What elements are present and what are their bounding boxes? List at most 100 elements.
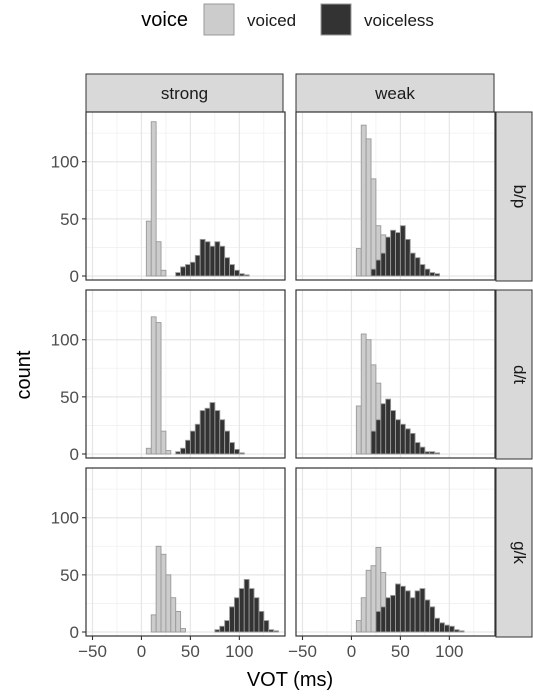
bar-bp-weak-voiceless-20 — [404, 238, 411, 277]
bar-bp-weak-voiceless-23 — [419, 264, 426, 277]
bar-bp-strong-voiced-10 — [145, 220, 152, 277]
bar-gk-weak-voiced-13 — [370, 565, 377, 633]
bar-gk-strong-voiceless-29 — [238, 588, 245, 633]
bar-bp-weak-voiced-13 — [370, 178, 377, 277]
bar-gk-weak-voiceless-22 — [414, 590, 421, 633]
bar-dt-strong-voiceless-22 — [204, 407, 211, 455]
strip-background-strong — [85, 73, 284, 113]
x-tick-label: 100 — [225, 642, 253, 661]
x-tick-label: 0 — [137, 642, 146, 661]
bar-dt-strong-voiceless-19 — [189, 430, 196, 455]
bar-dt-strong-voiceless-27 — [229, 442, 235, 455]
bar-bp-strong-voiceless-18 — [185, 264, 191, 277]
y-axis-label: count — [13, 350, 35, 399]
bar-dt-weak-voiceless-15 — [380, 403, 387, 455]
y-tick-label: 0 — [70, 445, 79, 464]
y-tick-label: 100 — [51, 509, 79, 528]
bar-bp-weak-voiceless-22 — [414, 257, 421, 277]
bar-dt-weak-voiceless-19 — [399, 423, 406, 455]
bar-gk-strong-voiceless-26 — [224, 620, 231, 633]
bar-gk-weak-voiceless-19 — [399, 585, 406, 633]
bar-gk-weak-voiceless-31 — [458, 630, 465, 633]
panel-border — [295, 111, 496, 281]
bar-gk-strong-voiceless-27 — [229, 606, 235, 633]
strip-background-bp — [495, 111, 533, 282]
bar-gk-weak-voiceless-23 — [419, 588, 426, 633]
bar-bp-strong-voiceless-17 — [180, 266, 186, 277]
bar-bp-weak-voiced-10 — [355, 248, 362, 277]
bar-bp-weak-voiced-12 — [365, 138, 372, 277]
panel-border — [85, 467, 286, 637]
panel-bp-weak — [295, 111, 496, 281]
bar-dt-strong-voiceless-16 — [175, 451, 182, 455]
panel-border — [85, 111, 286, 281]
bar-gk-weak-voiceless-24 — [424, 599, 431, 633]
x-tick-label: 100 — [435, 642, 463, 661]
strip-background-dt — [495, 289, 533, 460]
bar-dt-weak-voiceless-23 — [419, 446, 426, 455]
panel-bp-strong — [85, 111, 286, 281]
panel-dt-weak — [295, 289, 496, 459]
y-tick-label: 50 — [60, 566, 79, 585]
panel-gk-weak — [295, 467, 496, 637]
legend-label-voiced: voiced — [247, 11, 296, 30]
bar-gk-strong-voiceless-34 — [263, 620, 270, 633]
bar-dt-weak-voiceless-14 — [375, 419, 382, 455]
bar-gk-strong-voiceless-24 — [214, 629, 221, 633]
bar-dt-weak-voiceless-22 — [414, 442, 421, 455]
bar-gk-weak-voiced-10 — [355, 620, 362, 633]
bar-gk-weak-voiceless-15 — [380, 606, 387, 633]
bar-dt-weak-voiceless-13 — [370, 430, 377, 455]
bar-dt-weak-voiceless-26 — [434, 452, 441, 455]
bar-dt-weak-voiceless-25 — [429, 451, 436, 455]
bar-bp-strong-voiceless-28 — [233, 269, 240, 277]
bar-dt-weak-voiceless-20 — [404, 428, 411, 455]
bar-gk-strong-voiced-14 — [165, 574, 172, 633]
x-tick-label: 50 — [181, 642, 200, 661]
y-tick-label: 50 — [60, 210, 79, 229]
bar-gk-strong-voiced-17 — [180, 628, 186, 633]
bar-gk-weak-voiceless-28 — [443, 624, 450, 633]
bar-dt-strong-voiceless-18 — [185, 439, 191, 455]
y-tick-label: 0 — [70, 623, 79, 642]
bar-gk-strong-voiceless-25 — [219, 625, 226, 633]
strip-label-dt: d/t — [510, 365, 529, 384]
bar-dt-weak-voiceless-18 — [395, 419, 401, 455]
bar-dt-strong-voiced-14 — [165, 450, 172, 455]
bar-bp-strong-voiceless-29 — [238, 273, 245, 277]
strip-background-weak — [295, 73, 495, 113]
bar-bp-weak-voiceless-13 — [370, 268, 377, 277]
panel-border — [295, 289, 496, 459]
strip-label-weak: weak — [374, 84, 415, 103]
bar-bp-strong-voiceless-27 — [229, 264, 235, 277]
bar-bp-strong-voiceless-30 — [243, 274, 250, 277]
bar-dt-strong-voiced-13 — [160, 430, 167, 455]
bar-gk-weak-voiced-11 — [360, 597, 367, 633]
bar-gk-strong-voiced-16 — [175, 610, 182, 633]
bar-bp-weak-voiceless-21 — [409, 252, 416, 277]
bar-bp-weak-voiceless-15 — [380, 252, 387, 277]
panel-border — [295, 467, 496, 637]
bar-bp-strong-voiceless-20 — [194, 254, 201, 277]
bar-bp-weak-voiceless-16 — [385, 236, 392, 277]
panel-background — [86, 112, 285, 280]
bar-gk-strong-voiceless-35 — [268, 629, 275, 633]
strip-label-strong: strong — [161, 84, 208, 103]
bar-dt-weak-voiced-12 — [365, 339, 372, 455]
bar-dt-weak-voiceless-21 — [409, 432, 416, 455]
x-tick-label: 50 — [391, 642, 410, 661]
y-tick-label: 100 — [51, 153, 79, 172]
bar-gk-strong-voiced-15 — [170, 597, 177, 633]
bar-gk-weak-voiceless-14 — [375, 610, 382, 633]
bar-gk-weak-voiceless-20 — [404, 590, 411, 633]
bar-gk-strong-voiceless-36 — [273, 630, 279, 633]
bar-dt-weak-voiceless-17 — [390, 410, 396, 455]
panels — [85, 111, 496, 637]
bar-dt-strong-voiceless-24 — [214, 410, 221, 455]
bar-bp-strong-voiceless-22 — [204, 241, 211, 277]
bar-bp-strong-voiceless-19 — [189, 261, 196, 277]
bar-dt-strong-voiceless-21 — [199, 410, 206, 455]
bar-gk-strong-voiceless-33 — [258, 610, 265, 633]
bar-bp-weak-voiced-11 — [360, 124, 367, 277]
